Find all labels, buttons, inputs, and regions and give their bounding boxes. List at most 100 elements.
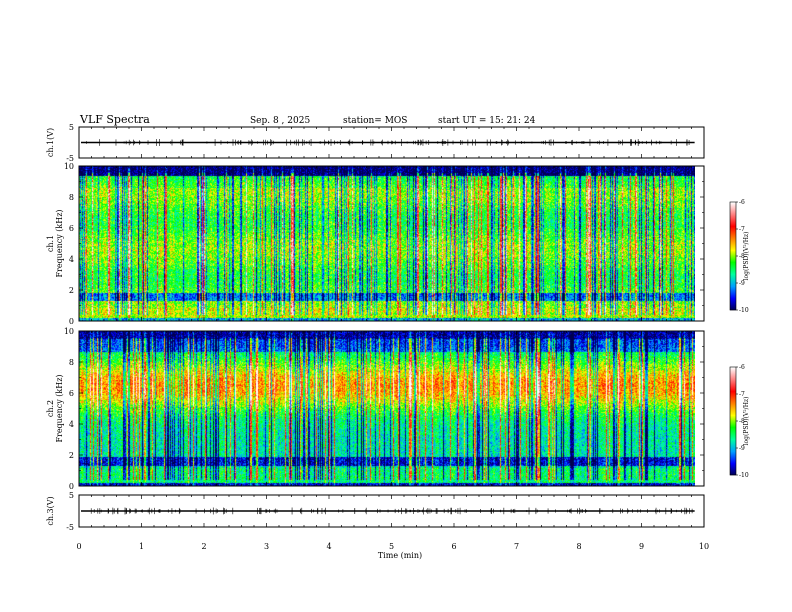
colorbar-step	[730, 270, 736, 272]
colorbar-step	[730, 378, 736, 380]
colorbar-step	[730, 413, 736, 415]
colorbar-step	[730, 240, 736, 242]
colorbar-step	[730, 433, 736, 435]
colorbar-step	[730, 260, 736, 262]
colorbar-step	[730, 287, 736, 289]
colorbar-step	[730, 294, 736, 296]
y-tick-label: 6	[69, 389, 74, 398]
ch2-spectrogram-panel: 0 2 4 6 8 10 ch.2 Frequency (kHz)	[46, 327, 705, 491]
colorbar-tick-label: -6	[739, 364, 745, 371]
colorbar-step	[730, 452, 736, 454]
colorbar-step	[730, 252, 736, 254]
colorbar-step	[730, 461, 736, 463]
colorbar-step	[730, 248, 736, 250]
colorbar-tick-label: -8	[739, 253, 745, 260]
x-tick-label: 8	[576, 542, 581, 551]
colorbar-step	[730, 224, 736, 226]
colorbar-step	[730, 399, 736, 401]
colorbar-step	[730, 423, 736, 425]
x-axis-label: Time (min)	[378, 551, 422, 560]
colorbar-step	[730, 471, 736, 473]
y-tick-label: 0	[69, 317, 74, 326]
colorbar-step	[730, 402, 736, 404]
colorbar-tick-label: -6	[739, 199, 745, 206]
colorbar-step	[730, 444, 736, 446]
y-axis-label: ch.3(V)	[46, 496, 55, 525]
colorbar-tick-label: -10	[739, 472, 749, 479]
colorbar-step	[730, 239, 736, 241]
colorbar-step	[730, 440, 736, 442]
colorbar-step	[730, 367, 736, 369]
spectrogram-image	[79, 331, 695, 486]
ch1-colorbar: -6 -7 -8 -9 -10 log(PSD)(V²/Hz)	[729, 199, 750, 314]
colorbar-step	[730, 255, 736, 257]
colorbar-step	[730, 437, 736, 439]
colorbar-step	[730, 263, 736, 265]
colorbar-step	[730, 259, 736, 261]
colorbar-step	[730, 428, 736, 430]
colorbar-step	[730, 370, 736, 372]
colorbar-step	[730, 223, 736, 225]
colorbar-step	[730, 217, 736, 219]
colorbar-step	[730, 301, 736, 303]
colorbar-step	[730, 418, 736, 420]
colorbar-step	[730, 296, 736, 298]
colorbar-step	[730, 403, 736, 405]
colorbar-step	[730, 383, 736, 385]
colorbar-step	[730, 416, 736, 418]
colorbar-step	[730, 268, 736, 270]
x-tick-label: 7	[514, 542, 519, 551]
date-label: Sep. 8 , 2025	[250, 116, 310, 126]
colorbar-step	[730, 456, 736, 458]
colorbar-step	[730, 421, 736, 423]
colorbar-step	[730, 385, 736, 387]
colorbar-step	[730, 251, 736, 253]
colorbar-tick-label: -7	[739, 391, 745, 398]
colorbar-step	[730, 232, 736, 234]
colorbar-step	[730, 275, 736, 277]
colorbar-step	[730, 384, 736, 386]
y-tick-label: 5	[69, 491, 74, 500]
colorbar-step	[730, 420, 736, 422]
chart-title: VLF Spectra	[79, 113, 150, 126]
colorbar-step	[730, 442, 736, 444]
colorbar-step	[730, 466, 736, 468]
ch1-voltage-panel: 5 -5 ch.1(V)	[46, 123, 705, 163]
colorbar-step	[730, 227, 736, 229]
colorbar-step	[730, 400, 736, 402]
colorbar-step	[730, 397, 736, 399]
colorbar-step	[730, 277, 736, 279]
colorbar-step	[730, 278, 736, 280]
ch1-spectrogram-panel: 0 2 4 6 8 10 ch.1 Frequency (kHz)	[46, 162, 705, 326]
x-tick-label: 6	[451, 542, 456, 551]
colorbar-step	[730, 205, 736, 207]
colorbar-tick-label: -9	[739, 280, 745, 287]
colorbar-tick-label: -9	[739, 445, 745, 452]
colorbar-step	[730, 387, 736, 389]
x-tick-label: 0	[76, 542, 81, 551]
colorbar-step	[730, 463, 736, 465]
y-tick-label: 8	[69, 193, 74, 202]
colorbar-step	[730, 242, 736, 244]
colorbar-step	[730, 436, 736, 438]
colorbar-step	[730, 449, 736, 451]
colorbar-step	[730, 390, 736, 392]
colorbar-step	[730, 381, 736, 383]
colorbar-step	[730, 209, 736, 211]
colorbar-step	[730, 249, 736, 251]
colorbar-step	[730, 393, 736, 395]
colorbar-step	[730, 454, 736, 456]
colorbar-step	[730, 213, 736, 215]
colorbar-step	[730, 304, 736, 306]
y-axis-label: ch.1(V)	[46, 128, 55, 157]
colorbar-step	[730, 434, 736, 436]
station-label: station= MOS	[343, 116, 407, 126]
colorbar-step	[730, 257, 736, 259]
y-tick-label: 2	[69, 286, 74, 295]
colorbar-step	[730, 256, 736, 258]
ch2-colorbar: -6 -7 -8 -9 -10 log(PSD)(V²/Hz)	[729, 364, 750, 479]
colorbar-step	[730, 303, 736, 305]
y-axis-frequency-label: Frequency (kHz)	[55, 374, 64, 442]
x-tick-label: 5	[389, 542, 394, 551]
